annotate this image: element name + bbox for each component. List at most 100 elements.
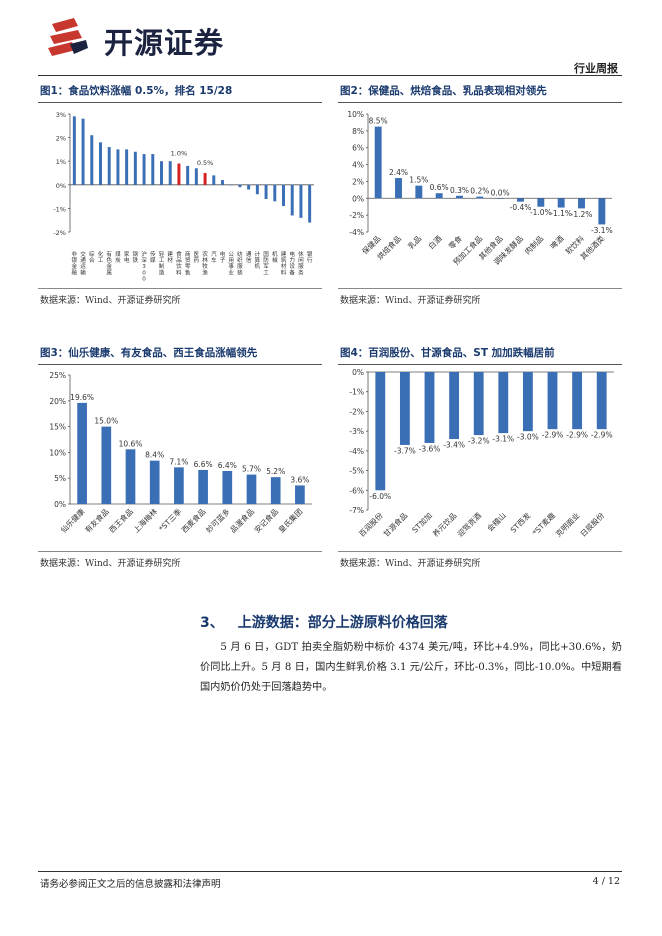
- data-label: 0.2%: [470, 187, 489, 196]
- x-tick-label: 西王食品: [107, 506, 135, 534]
- figure-4-bottom-rule: [338, 551, 622, 552]
- data-label: 8.4%: [145, 451, 164, 460]
- bar: [374, 126, 382, 199]
- bar: [116, 149, 120, 185]
- bar: [399, 372, 410, 445]
- data-label: -3.7%: [394, 446, 416, 455]
- bar: [295, 485, 305, 504]
- x-tick-label: 克明面业: [553, 510, 582, 539]
- bar: [290, 184, 294, 216]
- bar: [203, 173, 207, 185]
- data-label: 0.3%: [450, 186, 469, 195]
- x-tick-label: 甘源食品: [381, 510, 409, 538]
- data-label: -1.2%: [571, 210, 593, 219]
- data-label: 0.6%: [430, 183, 449, 192]
- y-tick-label: 0%: [352, 368, 364, 377]
- x-tick-label: 钢铁: [133, 250, 139, 264]
- bar: [282, 184, 285, 207]
- bar: [537, 198, 545, 207]
- x-tick-label: 仙乐健康: [58, 506, 87, 535]
- x-tick-label: 煤炭: [115, 250, 121, 264]
- x-tick-label: 肉制品: [522, 233, 545, 256]
- figure-3-chart: 25% 20% 15% 10% 5% 0% 19.6% 15.0% 10.6%8.4% 7.1% 6…: [49, 371, 312, 535]
- bar: [476, 196, 484, 199]
- bar: [221, 180, 224, 185]
- bar: [174, 467, 184, 504]
- data-label: 3.6%: [290, 475, 309, 484]
- bar: [578, 198, 585, 209]
- x-tick-label: 轻工制造: [159, 250, 165, 276]
- y-tick-label: 10%: [49, 448, 66, 457]
- y-tick-label: -1%: [53, 205, 66, 213]
- x-tick-label: 公用事业: [228, 252, 234, 276]
- x-tick-label: 建筑材料: [281, 250, 287, 276]
- y-tick-label: 2%: [352, 177, 364, 186]
- data-label: -3.1%: [591, 226, 613, 235]
- bar: [547, 372, 558, 430]
- x-tick-label: 有友食品: [82, 506, 110, 534]
- y-tick-label: 8%: [352, 127, 364, 136]
- bar: [473, 372, 484, 436]
- bar: [517, 198, 524, 202]
- bar: [107, 147, 111, 185]
- bar: [72, 116, 76, 185]
- bar: [77, 402, 87, 504]
- x-tick-label: 食品饮料: [176, 250, 182, 276]
- y-tick-label: -1%: [349, 388, 364, 397]
- x-tick-label: 乳品: [406, 233, 424, 251]
- x-tick-label: 养元饮品: [430, 510, 458, 538]
- data-label: 2.4%: [389, 168, 408, 177]
- y-tick-label: -6%: [349, 486, 364, 495]
- section-paragraph: 5 月 6 日，GDT 拍卖全脂奶粉中标价 4374 美元/吨，环比+4.9%，…: [200, 642, 622, 693]
- footer-rule: [38, 871, 622, 872]
- bar: [395, 178, 402, 199]
- bar: [522, 372, 533, 432]
- bar: [498, 372, 509, 434]
- data-label: -2.9%: [542, 431, 564, 440]
- y-tick-label: 0%: [54, 500, 66, 509]
- bar: [125, 149, 129, 185]
- figure-2-bottom-rule: [338, 288, 622, 289]
- x-tick-label: 有色金属: [106, 250, 112, 276]
- figure-4-top-rule: [338, 364, 622, 365]
- brand-logo-icon: [48, 18, 88, 56]
- bar: [246, 474, 257, 504]
- y-tick-label: 6%: [352, 144, 364, 153]
- bar: [424, 372, 435, 443]
- x-tick-label: 机械: [272, 250, 278, 264]
- bar: [496, 198, 504, 199]
- data-label: -3.2%: [468, 437, 490, 446]
- section-number: 3、: [200, 615, 224, 631]
- figure-3-top-rule: [38, 364, 322, 365]
- data-label: -2.9%: [591, 431, 613, 440]
- bar: [125, 449, 136, 504]
- x-tick-label: 啤酒: [548, 233, 566, 251]
- x-tick-label: 国防军工: [263, 251, 269, 276]
- y-tick-label: -2%: [53, 229, 66, 237]
- x-tick-label: 日辰股份: [578, 510, 607, 539]
- figure-1-title: 图1：食品饮料涨幅 0.5%，排名 15/28: [40, 85, 233, 97]
- bar: [456, 195, 463, 199]
- figure-4-chart: 0%-1%-2%-3%-4%-5%-6%-7%-6.0%-3.7% -3.6% -3…: [349, 368, 614, 539]
- data-label: -3.6%: [419, 444, 441, 453]
- y-tick-label: 20%: [49, 397, 66, 406]
- bar: [186, 165, 190, 185]
- x-tick-label: 交通运输: [80, 250, 86, 276]
- data-label: -3.1%: [492, 435, 514, 444]
- bar: [270, 477, 281, 504]
- bar: [229, 184, 233, 186]
- x-tick-label: 汽车: [211, 250, 217, 264]
- bar: [255, 184, 259, 195]
- data-label: -2.9%: [566, 431, 588, 440]
- x-tick-label: 医药: [194, 251, 200, 264]
- data-label: 5.2%: [266, 467, 285, 476]
- bar: [99, 142, 102, 185]
- x-tick-label: 商贸零售: [185, 250, 191, 276]
- footer-disclaimer: 请务必参阅正文之后的信息披露和法律声明: [40, 879, 221, 890]
- bar: [308, 184, 312, 223]
- brand-name: 开源证券: [104, 26, 225, 60]
- x-tick-label: 休闲服务: [298, 250, 304, 276]
- x-tick-label: ST西发: [508, 510, 533, 535]
- bar: [273, 184, 277, 202]
- data-label: 0.0%: [491, 188, 510, 197]
